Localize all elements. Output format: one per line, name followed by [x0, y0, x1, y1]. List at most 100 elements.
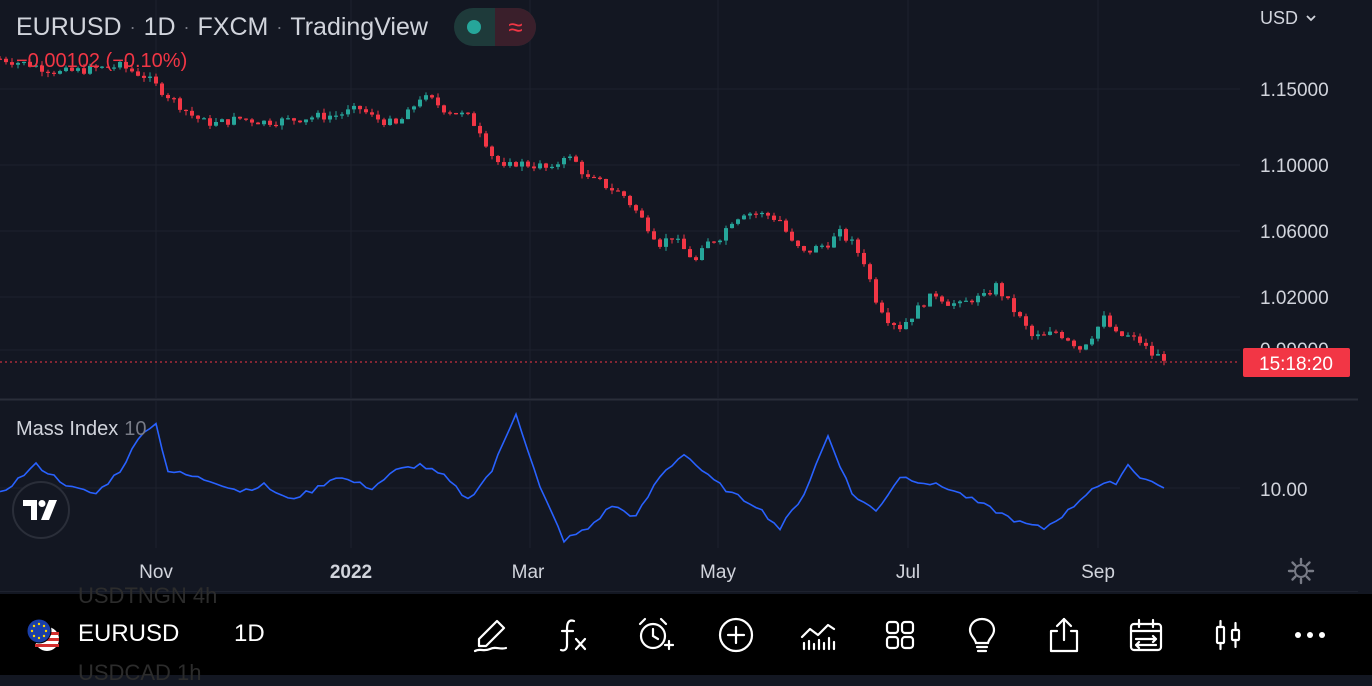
candle-body	[376, 114, 380, 120]
candle-body	[742, 215, 746, 220]
candle-body	[1108, 315, 1112, 327]
candle-body	[202, 118, 206, 120]
share-icon[interactable]	[1042, 613, 1086, 657]
candle-body	[940, 296, 944, 302]
indicator-param: 10	[124, 418, 147, 440]
candle-body	[526, 161, 530, 167]
candle-body	[640, 210, 644, 218]
indicator-legend[interactable]: Mass Index 10	[16, 418, 147, 441]
candle-body	[772, 215, 776, 220]
candle-body	[868, 264, 872, 280]
candle-body	[898, 324, 902, 330]
legend-symbol[interactable]: EURUSD	[16, 12, 122, 41]
candle-body	[178, 98, 182, 110]
alarm-icon[interactable]	[632, 613, 676, 657]
candle-body	[484, 133, 488, 147]
candle-body	[292, 118, 296, 121]
candle-body	[718, 240, 722, 243]
candle-body	[1138, 336, 1142, 343]
candle-body	[1006, 296, 1010, 299]
candle-body	[442, 105, 446, 113]
more-icon[interactable]	[1288, 613, 1332, 657]
candle-body	[118, 61, 122, 68]
compare-icon[interactable]	[796, 613, 840, 657]
candle-body	[100, 66, 104, 68]
candle-body	[460, 112, 464, 115]
candle-body	[1156, 354, 1160, 356]
candle-body	[196, 115, 200, 119]
formula-icon[interactable]	[550, 613, 594, 657]
status-dot-icon[interactable]	[454, 8, 495, 46]
candle-body	[58, 71, 62, 74]
chart-legend[interactable]: EURUSD · 1D · FXCM · TradingView ≈	[16, 8, 536, 46]
candle-body	[16, 62, 20, 65]
time-axis-label: Jul	[896, 562, 920, 583]
add-circle-icon[interactable]	[714, 613, 758, 657]
candle-body	[28, 61, 32, 67]
candle-body	[658, 239, 662, 247]
candle-body	[256, 122, 260, 125]
legend-status-badge[interactable]: ≈	[453, 8, 536, 46]
date-range-icon[interactable]	[1124, 613, 1168, 657]
candle-body	[388, 118, 392, 126]
legend-exchange: FXCM	[197, 12, 269, 41]
candle-icon[interactable]	[1206, 613, 1250, 657]
candle-body	[922, 305, 926, 307]
candle-body	[586, 174, 590, 177]
gear-icon[interactable]	[1287, 557, 1315, 585]
lightbulb-icon[interactable]	[960, 613, 1004, 657]
candle-body	[436, 97, 440, 106]
candle-body	[1012, 298, 1016, 313]
candle-body	[874, 279, 878, 303]
candle-body	[352, 105, 356, 110]
candle-body	[1054, 331, 1058, 333]
brush-icon[interactable]	[468, 613, 512, 657]
candle-body	[76, 68, 80, 71]
candle-body	[850, 239, 854, 241]
candle-body	[220, 119, 224, 122]
candle-body	[976, 295, 980, 303]
currency-selector[interactable]: USD	[1260, 8, 1316, 29]
candle-body	[1042, 334, 1046, 336]
candle-body	[904, 321, 908, 330]
approx-wave-icon[interactable]: ≈	[494, 8, 536, 46]
ghost-list-item: USDTNGN 4h	[78, 583, 218, 608]
candle-body	[1162, 354, 1166, 361]
candle-body	[274, 124, 278, 127]
bottom-symbol[interactable]: EURUSD	[78, 620, 180, 647]
candle-body	[988, 293, 992, 295]
candle-body	[286, 118, 290, 120]
candle-body	[406, 109, 410, 120]
candle-body	[778, 219, 782, 222]
price-change: −0.00102 (−0.10%)	[16, 50, 188, 72]
legend-interval[interactable]: 1D	[143, 12, 176, 41]
candle-body	[1102, 315, 1106, 327]
candle-body	[760, 212, 764, 215]
candle-body	[856, 239, 860, 253]
candle-body	[280, 118, 284, 126]
candle-body	[916, 305, 920, 319]
candle-body	[880, 302, 884, 313]
candle-body	[1078, 346, 1082, 350]
time-axis-label: Nov	[139, 562, 173, 583]
candle-body	[238, 116, 242, 119]
candle-body	[400, 119, 404, 124]
price-axis-label: 1.06000	[1260, 222, 1329, 243]
chart-area[interactable]: 1.150001.100001.060001.020000.9900015:18…	[0, 0, 1372, 593]
chart-canvas[interactable]: 1.150001.100001.060001.020000.9900015:18…	[0, 0, 1372, 593]
candle-body	[712, 241, 716, 243]
candle-body	[394, 118, 398, 124]
tradingview-logo-icon[interactable]	[12, 481, 70, 539]
candle-body	[34, 65, 38, 67]
candle-body	[826, 245, 830, 248]
candle-body	[550, 166, 554, 169]
candle-body	[544, 163, 548, 168]
bottom-interval[interactable]: 1D	[234, 620, 265, 647]
candle-body	[694, 257, 698, 261]
candle-body	[1144, 342, 1148, 346]
candle-body	[4, 58, 8, 63]
grid-icon[interactable]	[878, 613, 922, 657]
candle-body	[724, 228, 728, 241]
indicator-axis-label: 10.00	[1260, 480, 1308, 501]
mass-index-line	[0, 411, 1165, 544]
